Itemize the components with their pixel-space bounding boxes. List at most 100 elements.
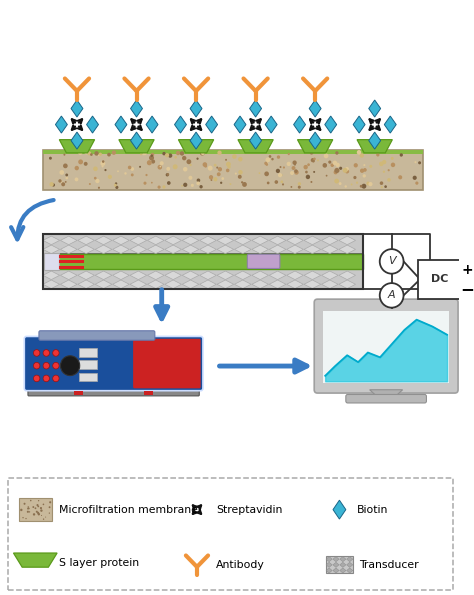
Polygon shape (78, 280, 94, 289)
Polygon shape (287, 271, 303, 280)
Circle shape (49, 156, 52, 159)
Circle shape (49, 506, 51, 508)
Circle shape (414, 161, 417, 163)
Polygon shape (321, 271, 338, 280)
Circle shape (220, 181, 222, 184)
Circle shape (381, 186, 383, 188)
Polygon shape (309, 132, 321, 149)
Circle shape (157, 165, 162, 170)
Circle shape (25, 518, 27, 519)
Circle shape (238, 170, 243, 174)
Circle shape (43, 375, 49, 382)
Polygon shape (217, 236, 234, 245)
Polygon shape (269, 245, 286, 253)
Circle shape (40, 507, 42, 509)
Polygon shape (304, 271, 321, 280)
Circle shape (356, 181, 358, 184)
Circle shape (139, 166, 141, 168)
Text: −: − (460, 280, 474, 298)
FancyBboxPatch shape (247, 254, 280, 268)
Circle shape (191, 184, 194, 187)
Circle shape (326, 175, 328, 177)
Polygon shape (165, 280, 182, 289)
Polygon shape (252, 271, 269, 280)
Circle shape (115, 182, 117, 185)
Circle shape (324, 154, 328, 158)
Circle shape (98, 154, 100, 156)
Circle shape (174, 156, 177, 159)
Polygon shape (235, 280, 251, 289)
Circle shape (333, 161, 337, 165)
FancyBboxPatch shape (43, 269, 363, 289)
Circle shape (335, 151, 338, 155)
Circle shape (49, 182, 54, 186)
Polygon shape (78, 271, 94, 280)
Circle shape (168, 154, 173, 158)
Polygon shape (119, 140, 154, 153)
Circle shape (32, 506, 34, 508)
Circle shape (166, 173, 169, 176)
FancyBboxPatch shape (43, 150, 423, 190)
Circle shape (334, 170, 337, 174)
Circle shape (166, 167, 170, 171)
Polygon shape (95, 245, 112, 253)
Circle shape (339, 167, 342, 170)
Circle shape (310, 181, 312, 183)
Circle shape (30, 500, 31, 502)
Polygon shape (265, 116, 277, 133)
Polygon shape (147, 236, 164, 245)
Polygon shape (130, 100, 143, 117)
Circle shape (287, 162, 291, 166)
Circle shape (201, 152, 205, 155)
Circle shape (190, 164, 192, 166)
Polygon shape (43, 280, 60, 289)
Circle shape (183, 167, 187, 171)
Circle shape (140, 153, 142, 155)
Circle shape (322, 163, 327, 168)
Polygon shape (71, 100, 83, 117)
Circle shape (294, 170, 299, 175)
Polygon shape (326, 556, 332, 562)
Polygon shape (304, 245, 321, 253)
Circle shape (278, 173, 282, 177)
Circle shape (376, 153, 380, 156)
Polygon shape (384, 116, 396, 133)
Circle shape (114, 184, 117, 187)
Polygon shape (333, 568, 339, 573)
Circle shape (200, 151, 205, 156)
Circle shape (65, 181, 67, 183)
Circle shape (343, 168, 347, 173)
Polygon shape (357, 140, 392, 153)
Circle shape (288, 153, 290, 155)
Polygon shape (200, 245, 216, 253)
Circle shape (345, 185, 347, 188)
Circle shape (313, 171, 315, 173)
Polygon shape (287, 280, 303, 289)
Circle shape (78, 159, 83, 164)
Circle shape (209, 175, 213, 180)
Circle shape (281, 180, 283, 183)
Circle shape (265, 163, 268, 166)
Text: Microfiltration membrane: Microfiltration membrane (59, 505, 198, 515)
Circle shape (353, 176, 356, 179)
Circle shape (37, 506, 39, 508)
Circle shape (232, 154, 237, 159)
Circle shape (418, 161, 421, 164)
Circle shape (33, 513, 35, 516)
Circle shape (128, 165, 131, 170)
Circle shape (379, 161, 383, 166)
Circle shape (225, 159, 227, 161)
Circle shape (290, 171, 294, 175)
Polygon shape (370, 390, 402, 397)
Circle shape (34, 350, 40, 356)
Circle shape (94, 151, 99, 156)
Circle shape (65, 174, 68, 176)
Circle shape (43, 362, 49, 369)
Polygon shape (178, 140, 214, 153)
Circle shape (298, 182, 301, 186)
Circle shape (40, 509, 43, 512)
Polygon shape (113, 245, 129, 253)
Circle shape (37, 512, 39, 514)
Polygon shape (115, 116, 127, 133)
Circle shape (43, 503, 44, 505)
